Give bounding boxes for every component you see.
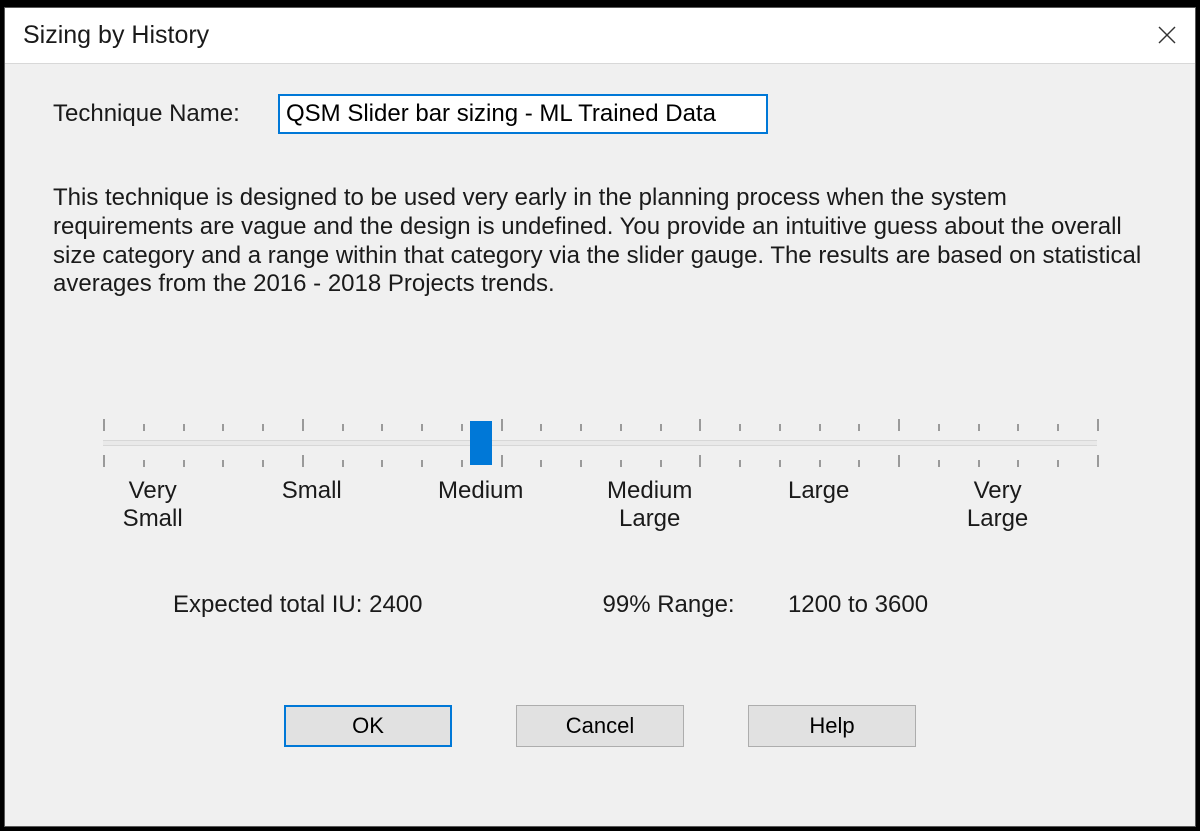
slider-tick-minor [858,424,860,431]
slider-tick-minor [183,424,185,431]
slider-category-label: Small [282,477,342,505]
slider-tick-minor [779,424,781,431]
technique-name-row: Technique Name: [53,94,1147,134]
slider-ticks-bottom [103,453,1097,467]
slider-tick-minor [461,424,463,431]
technique-description: This technique is designed to be used ve… [53,184,1147,299]
slider-tick-minor [938,424,940,431]
slider-tick-minor [143,460,145,467]
slider-tick-major [1097,419,1099,431]
slider-tick-minor [342,460,344,467]
slider-tick-minor [143,424,145,431]
slider-tick-minor [540,424,542,431]
slider-tick-minor [421,460,423,467]
slider-tick-major [103,419,105,431]
slider-tick-minor [262,424,264,431]
range-value: 1200 to 3600 [788,591,928,618]
technique-name-label: Technique Name: [53,100,278,128]
technique-name-input[interactable] [278,94,768,134]
slider-tick-minor [183,460,185,467]
slider-tick-major [898,455,900,467]
slider-tick-minor [620,460,622,467]
slider-tick-minor [222,460,224,467]
slider-tick-minor [1017,460,1019,467]
slider-tick-minor [580,460,582,467]
size-slider[interactable]: Very Small Small Medium Medium Large Large Ve… [103,419,1097,541]
slider-tick-minor [421,424,423,431]
slider-tick-minor [978,424,980,431]
close-button[interactable] [1139,8,1195,64]
slider-tick-major [302,419,304,431]
close-icon [1158,20,1176,51]
slider-tick-minor [1017,424,1019,431]
result-readouts: Expected total IU: 2400 99% Range: 1200 … [173,591,1147,619]
dialog-window: Sizing by History Technique Name: This t… [4,7,1196,827]
slider-tick-minor [1057,460,1059,467]
slider-tick-major [898,419,900,431]
titlebar: Sizing by History [5,8,1195,64]
slider-tick-major [302,455,304,467]
slider-tick-major [699,419,701,431]
slider-tick-minor [262,460,264,467]
range-99: 99% Range: 1200 to 3600 [603,591,929,619]
slider-tick-minor [580,424,582,431]
slider-tick-minor [819,460,821,467]
slider-tick-major [103,455,105,467]
slider-tick-minor [739,460,741,467]
slider-category-label: Very Large [967,477,1028,532]
slider-tick-major [501,455,503,467]
slider-category-label: Medium [438,477,523,505]
slider-tick-minor [222,424,224,431]
slider-category-label: Very Small [123,477,183,532]
slider-tick-minor [739,424,741,431]
slider-tick-minor [819,424,821,431]
slider-tick-minor [938,460,940,467]
slider-tick-minor [978,460,980,467]
expected-iu-value: 2400 [369,591,422,618]
cancel-button[interactable]: Cancel [516,705,684,747]
dialog-body: Technique Name: This technique is design… [5,64,1195,747]
slider-tick-major [501,419,503,431]
slider-category-label: Medium Large [607,477,692,532]
slider-tick-minor [660,424,662,431]
help-button[interactable]: Help [748,705,916,747]
expected-iu-label: Expected total IU: [173,591,362,618]
slider-tick-minor [540,460,542,467]
slider-tick-minor [660,460,662,467]
expected-iu: Expected total IU: 2400 [173,591,423,619]
slider-tick-minor [858,460,860,467]
slider-track [103,437,1097,449]
dialog-title: Sizing by History [23,21,1139,50]
slider-tick-minor [342,424,344,431]
slider-tick-major [699,455,701,467]
ok-button[interactable]: OK [284,705,452,747]
range-label: 99% Range: [603,591,735,618]
slider-labels: Very Small Small Medium Medium Large Large Ve… [103,477,1097,541]
slider-tick-minor [381,424,383,431]
slider-tick-minor [779,460,781,467]
button-row: OK Cancel Help [53,705,1147,747]
slider-tick-minor [381,460,383,467]
slider-tick-minor [1057,424,1059,431]
slider-category-label: Large [788,477,849,505]
slider-ticks-top [103,419,1097,433]
slider-track-bar [103,440,1097,446]
slider-tick-minor [620,424,622,431]
slider-tick-major [1097,455,1099,467]
slider-tick-minor [461,460,463,467]
